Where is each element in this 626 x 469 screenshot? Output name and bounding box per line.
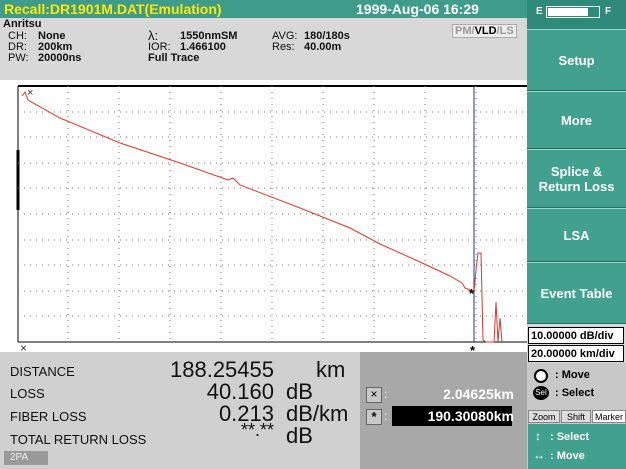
results-panel: [0, 352, 360, 469]
key-hint: : Select: [550, 431, 590, 443]
result-value: **.**: [240, 420, 274, 440]
datetime: 1999-Aug-06 16:29: [356, 1, 479, 17]
cursor-symbol: *: [469, 286, 475, 301]
mode: PM: [455, 25, 472, 37]
splice-button[interactable]: Splice & Return Loss: [527, 149, 626, 208]
marker-symbol: ×: [366, 387, 382, 403]
marker-value-box: [392, 406, 512, 426]
key-box: [528, 424, 626, 469]
field-value: 1.466100: [180, 41, 226, 53]
field-label: AVG:: [272, 30, 298, 42]
field-value: 1550nmSM: [180, 30, 238, 42]
marker-sep: :: [384, 409, 388, 423]
field-label: CH:: [8, 30, 27, 42]
field-value: None: [38, 30, 66, 42]
field-label: DR:: [8, 41, 27, 53]
field-value: 20000ns: [38, 52, 82, 64]
trace: [21, 90, 503, 343]
field-label: λ:: [148, 28, 159, 43]
field-label: Res:: [272, 41, 295, 53]
key-icon: ↔: [533, 448, 545, 462]
result-label: LOSS: [10, 386, 45, 401]
result-value: 40.160: [206, 379, 274, 404]
mode-sep: /: [496, 25, 500, 37]
field-value: 40.00m: [304, 41, 342, 53]
marker-value: 2.04625km: [443, 386, 514, 402]
tab[interactable]: Zoom: [528, 410, 560, 423]
title-bar: [0, 0, 527, 18]
scale-km: 20.00000 km/div: [528, 345, 624, 362]
lsa-button[interactable]: LSA: [527, 208, 626, 262]
result-unit: dB: [286, 423, 313, 448]
sel-icon: Sel: [533, 386, 549, 400]
result-unit: dB/km: [286, 401, 349, 426]
result-value: 188.25455: [170, 357, 274, 382]
field-value: 200km: [38, 41, 73, 53]
key-hint: : Move: [550, 450, 585, 462]
mode-sep: /: [471, 25, 475, 37]
result-unit: dB: [286, 379, 313, 404]
grid: [18, 86, 527, 342]
trace-graph: × * × *: [0, 80, 527, 352]
trace-mode: Full Trace: [148, 52, 200, 64]
battery-level: [548, 8, 588, 16]
tab-active[interactable]: Marker: [592, 410, 626, 423]
status: 2PA: [4, 451, 48, 465]
result-value: 0.213: [218, 401, 274, 426]
tab[interactable]: Shift: [561, 410, 591, 423]
result-label: FIBER LOSS: [10, 409, 87, 424]
field-value: 180/180s: [304, 30, 350, 42]
mode: LS: [499, 25, 514, 37]
field-label: IOR:: [148, 41, 171, 53]
result-label: TOTAL RETURN LOSS: [10, 432, 147, 447]
mode-box: PM/VLD/LS: [452, 24, 517, 38]
key-icon: ↕: [535, 429, 541, 443]
start-marker: ×: [27, 87, 33, 99]
more-button[interactable]: More: [527, 91, 626, 149]
hint: : Select: [555, 387, 595, 399]
brand: Anritsu: [3, 18, 42, 30]
marker-sep: :: [384, 387, 388, 401]
event-table-button[interactable]: Event Table: [527, 262, 626, 324]
battery-f: F: [605, 6, 612, 17]
file-title: Recall:DR1901M.DAT(Emulation): [4, 1, 222, 17]
hint: : Move: [555, 369, 590, 381]
dial-icon: [534, 369, 548, 383]
setup-button[interactable]: Setup: [527, 29, 626, 91]
graph-bg: [0, 80, 527, 352]
mode-active: VLD: [474, 25, 497, 37]
field-label: PW:: [8, 52, 29, 64]
scale-db: 10.00000 dB/div: [528, 327, 624, 344]
result-label: DISTANCE: [10, 364, 75, 379]
result-unit: km: [316, 357, 346, 382]
cursor-label: ×: [20, 341, 27, 352]
cursor-label: *: [470, 343, 476, 352]
battery-e: E: [536, 6, 543, 17]
marker-symbol: *: [366, 409, 382, 425]
marker-value: 190.30080km: [427, 408, 514, 424]
